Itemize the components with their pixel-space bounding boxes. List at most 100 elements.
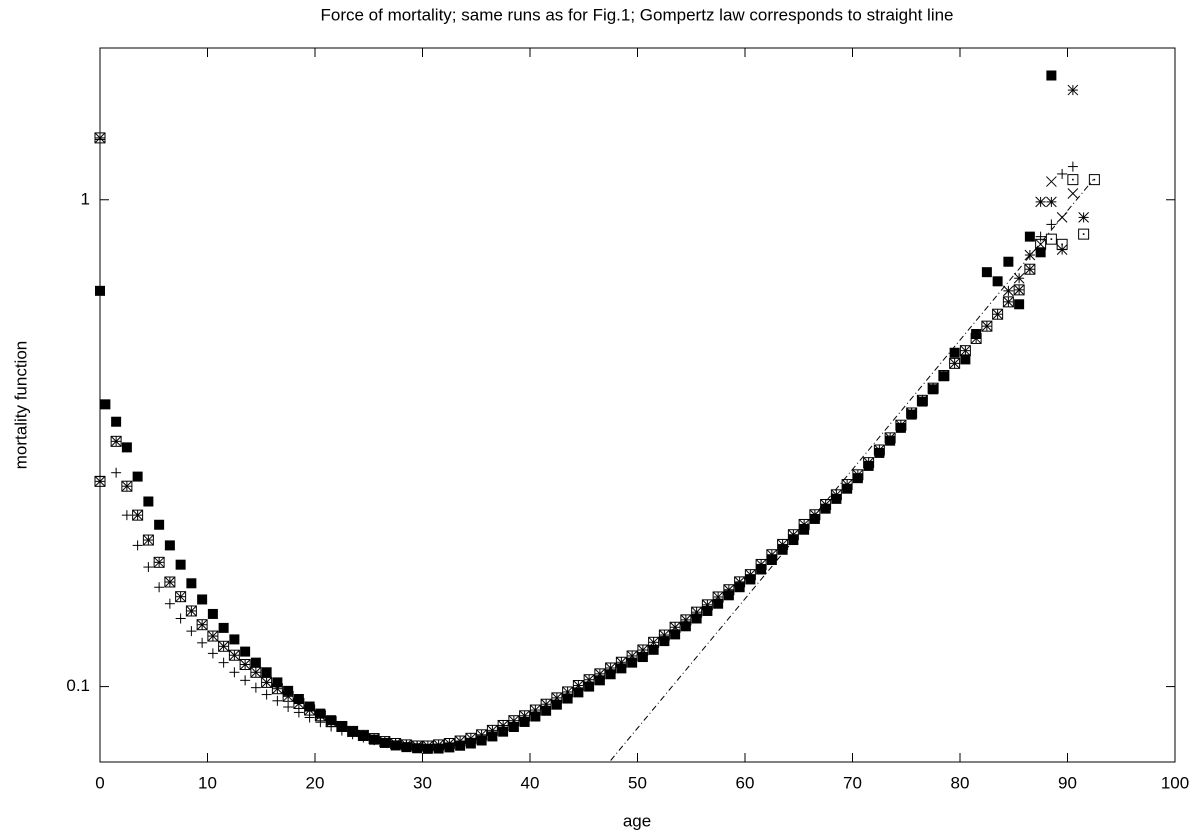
point [1067,174,1079,186]
point [895,419,907,431]
marker-stroke [433,739,444,751]
marker-stroke [583,674,595,686]
marker-square [229,634,240,645]
point [670,629,681,640]
point [422,740,434,752]
point [669,621,681,633]
point [572,680,584,692]
marker-stroke [293,698,305,709]
marker-stroke [94,132,106,144]
point [916,394,928,406]
marker-stroke [315,710,326,722]
x-tick-label: 0 [95,773,104,792]
point [658,629,670,641]
point [239,659,251,671]
x-tick-label: 50 [628,773,647,792]
marker-box [1056,238,1068,250]
point [132,471,143,482]
marker-stroke [379,736,391,747]
point [1035,196,1046,208]
point [121,442,132,453]
point [541,705,552,716]
point [121,510,132,521]
point [949,357,961,369]
marker-stroke [669,621,681,633]
marker-stroke [1067,84,1079,96]
marker-stroke [788,529,799,541]
point [411,740,423,752]
point [1035,238,1047,250]
point [959,345,971,357]
point [508,722,519,733]
point [218,640,230,652]
point [1002,296,1014,308]
marker-square [573,687,584,698]
marker-square [530,711,541,722]
marker-stroke [94,475,106,487]
point [153,556,165,568]
marker-stroke [863,457,874,469]
point [551,692,563,704]
point [207,630,219,642]
marker-square [111,416,122,427]
point [1046,219,1057,230]
point [508,715,520,727]
point [551,699,562,710]
x-tick-label: 30 [413,773,432,792]
marker-stroke [1013,272,1025,284]
marker-stroke [970,333,982,344]
point [766,549,778,561]
point [712,591,724,603]
marker-stroke [1013,284,1025,296]
marker-stroke [884,432,896,444]
point [605,662,617,674]
point [680,614,692,626]
marker-square [627,657,638,668]
marker-stroke [1046,196,1057,208]
point [906,407,918,419]
point [562,693,573,704]
point [713,598,724,609]
point [981,320,993,332]
marker-square [121,442,132,453]
point [744,569,756,581]
marker-square [981,267,992,278]
marker-square [992,276,1003,287]
marker-box [1035,238,1047,250]
point [1078,228,1090,240]
marker-stroke [960,345,971,357]
marker-box [1078,228,1090,240]
marker-square [680,621,691,632]
x-tick-label: 70 [843,773,862,792]
point [1057,168,1068,179]
point [1067,161,1078,172]
point [637,652,648,663]
marker-stroke [949,357,960,369]
point [94,475,106,487]
point [304,704,316,716]
chart-title: Force of mortality; same runs as for Fig… [320,5,953,24]
point [702,605,713,616]
marker-stroke [132,509,143,521]
marker-stroke [476,729,487,741]
marker-stroke [820,499,831,510]
marker-stroke [229,649,240,661]
point [927,382,939,394]
point [379,736,391,748]
marker-stroke [766,549,778,561]
point [1067,84,1079,96]
marker-square [143,496,154,507]
marker-square [584,681,595,692]
marker-dot [1072,178,1074,181]
point [325,716,337,728]
point [1013,272,1025,284]
point [272,695,283,706]
point [261,689,272,700]
point [228,649,240,661]
marker-square [261,667,272,678]
marker-stroke [938,370,950,381]
marker-square [240,646,251,657]
point [637,644,649,656]
marker-square [154,519,165,530]
point [250,666,262,678]
